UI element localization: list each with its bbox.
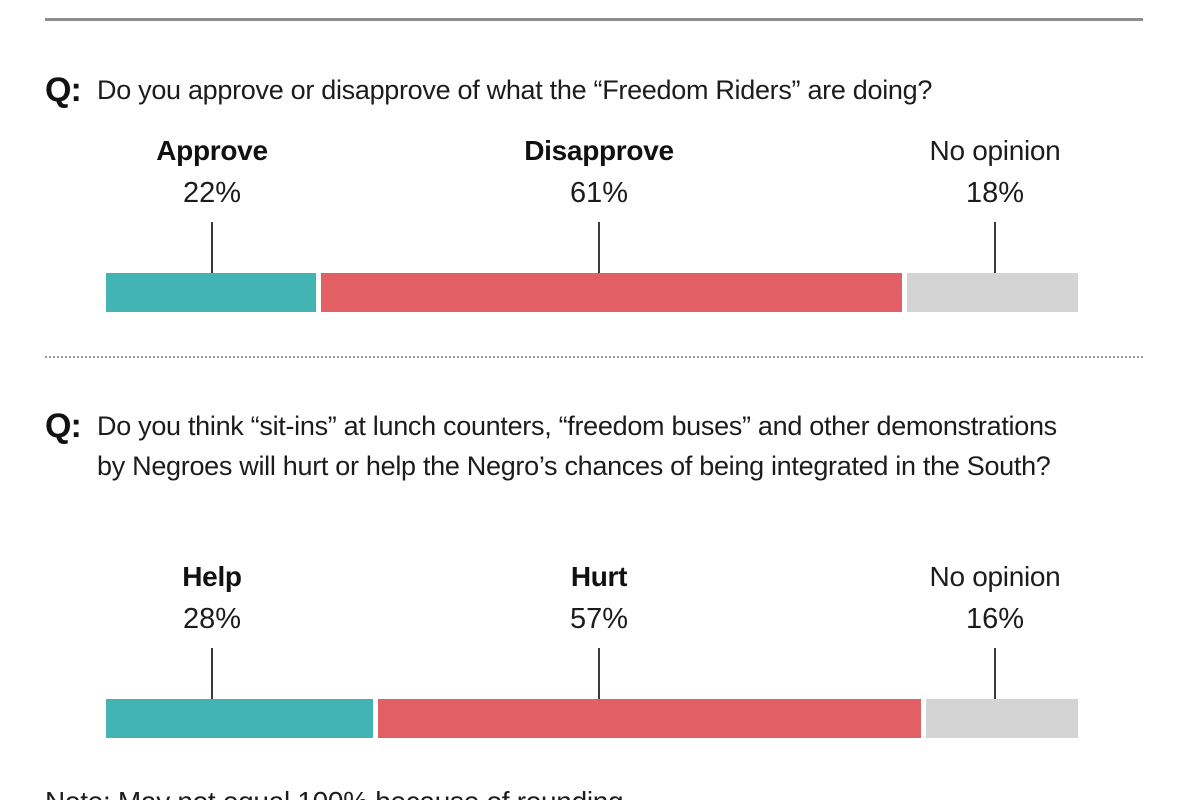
chart2-label-help: Help [182, 561, 242, 593]
chart1-category-approve: Approve [156, 135, 268, 166]
chart2-value-help: 28% [183, 603, 241, 636]
chart2-leader-no-opinion [989, 648, 1001, 712]
question-2-text: Do you think “sit-ins” at lunch counters… [97, 411, 1057, 481]
chart1-label-approve: Approve [156, 135, 268, 167]
chart1-pct-approve: 22% [182, 177, 242, 209]
chart1-leader-approve [206, 222, 218, 286]
chart2-segment-no-opinion [925, 699, 1078, 738]
question-1-marker: Q: [45, 71, 82, 109]
chart1-category-disapprove: Disapprove [524, 135, 674, 166]
question-2-marker: Q: [45, 407, 82, 445]
chart2-pct-hurt: 57% [569, 603, 629, 635]
chart2-segment-help [106, 699, 373, 738]
question-block-1: Q: Do you approve or disapprove of what … [45, 70, 932, 110]
chart1-label-no-opinion: No opinion [930, 135, 1061, 167]
chart2-label-no-opinion: No opinion [930, 561, 1061, 593]
chart2-label-hurt: Hurt [570, 561, 628, 593]
footnote: Note: May not equal 100% because of roun… [45, 786, 624, 800]
chart1-segment-disapprove [320, 273, 902, 312]
chart1-pct-no-opinion: 18% [965, 177, 1025, 209]
chart2-value-hurt: 57% [570, 603, 628, 636]
chart2-category-help: Help [182, 561, 242, 592]
chart1-value-no-opinion: 18% [966, 177, 1024, 210]
chart1-leader-no-opinion [989, 222, 1001, 286]
chart2-category-hurt: Hurt [570, 561, 628, 592]
chart1-stacked-bar [106, 273, 1079, 312]
chart2-stacked-bar [106, 699, 1078, 738]
chart1-value-disapprove: 61% [570, 177, 628, 210]
chart1-segment-approve [106, 273, 316, 312]
chart1-category-no-opinion: No opinion [929, 135, 1061, 166]
chart2-pct-help: 28% [182, 603, 242, 635]
top-divider-rule [45, 18, 1143, 21]
question-block-2: Q: Do you think “sit-ins” at lunch count… [45, 406, 1057, 486]
chart1-segment-no-opinion [906, 273, 1079, 312]
chart1-label-disapprove: Disapprove [524, 135, 674, 167]
chart1-pct-disapprove: 61% [569, 177, 629, 209]
chart2-leader-hurt [593, 648, 605, 712]
chart2-pct-no-opinion: 16% [965, 603, 1025, 635]
chart1-leader-disapprove [593, 222, 605, 286]
chart2-segment-hurt [377, 699, 921, 738]
chart2-leader-help [206, 648, 218, 712]
dotted-divider [45, 356, 1143, 358]
question-1-text: Do you approve or disapprove of what the… [97, 75, 933, 105]
chart2-category-no-opinion: No opinion [929, 561, 1061, 592]
chart2-value-no-opinion: 16% [966, 603, 1024, 636]
chart1-value-approve: 22% [183, 177, 241, 210]
